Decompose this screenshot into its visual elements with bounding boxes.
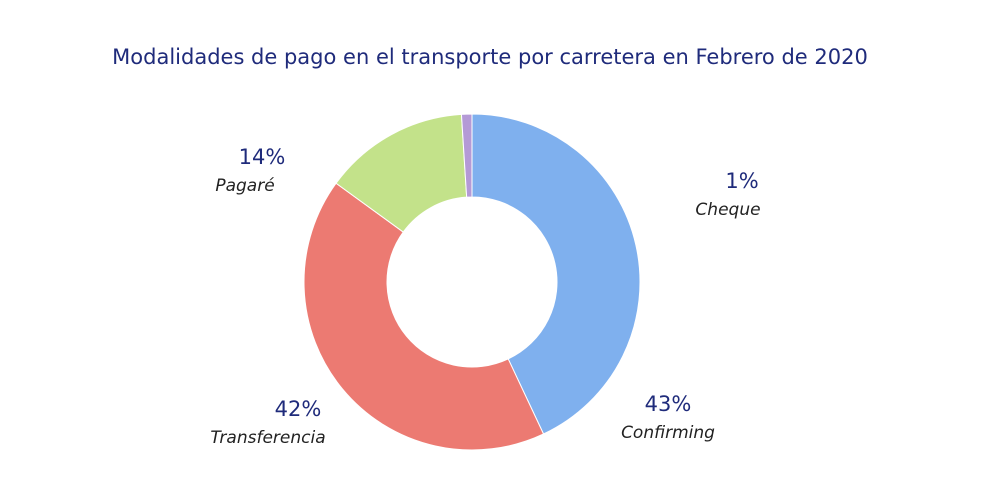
chart-title: Modalidades de pago en el transporte por…: [112, 45, 868, 69]
value-label: 42%: [275, 397, 322, 421]
donut-slice: [460, 113, 473, 198]
value-label: 1%: [725, 169, 758, 193]
category-label: Transferencia: [210, 428, 325, 448]
value-label: 43%: [645, 392, 692, 416]
donut-slice: [471, 113, 641, 435]
category-label: Confirming: [621, 423, 715, 443]
category-label: Pagaré: [215, 176, 274, 196]
category-label: Cheque: [695, 200, 760, 220]
donut-slice: [303, 182, 545, 451]
value-label: 14%: [239, 145, 286, 169]
